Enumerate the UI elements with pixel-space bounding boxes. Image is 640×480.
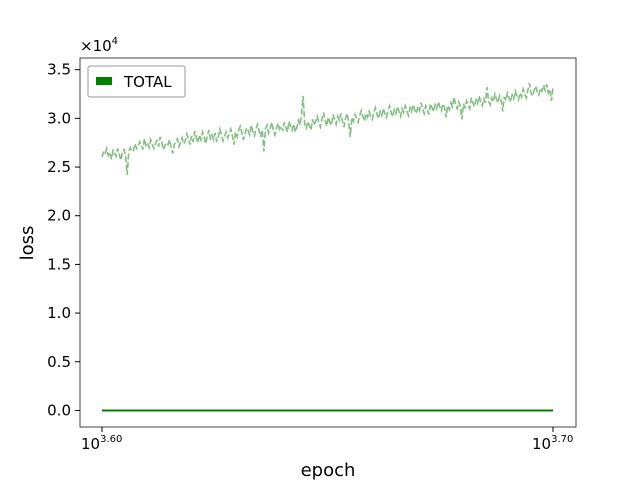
x-tick-base: 10 <box>532 435 551 453</box>
x-tick-label: 103.60 <box>81 434 122 453</box>
x-tick-exponent: 3.70 <box>551 434 573 445</box>
plot-frame <box>79 57 577 428</box>
x-tick-base: 10 <box>81 435 100 453</box>
y-tick-label: 3.5 <box>47 61 71 79</box>
y-multiplier-exponent: 4 <box>112 36 118 47</box>
y-tick-label: 2.5 <box>47 158 71 176</box>
legend-swatch-total <box>96 77 112 85</box>
y-tick-label: 1.5 <box>47 255 71 273</box>
series-line-dashed <box>101 82 554 175</box>
y-tick-label: 0.0 <box>47 401 71 419</box>
legend: TOTAL <box>87 65 186 98</box>
y-axis-title: loss <box>17 226 38 261</box>
x-tick-exponent: 3.60 <box>100 434 122 445</box>
series-layer <box>101 82 554 412</box>
x-axis-title: epoch <box>301 460 356 480</box>
y-axis: 0.0 0.5 1.0 1.5 2.0 2.5 3.0 3.5 <box>47 61 80 419</box>
legend-label-total: TOTAL <box>123 73 172 91</box>
y-tick-label: 3.0 <box>47 109 71 127</box>
legend-box <box>87 65 186 98</box>
x-tick-label: 103.70 <box>532 434 573 453</box>
y-tick-label: 0.5 <box>47 353 71 371</box>
y-tick-label: 2.0 <box>47 207 71 225</box>
y-tick-label: 1.0 <box>47 304 71 322</box>
x-axis: 103.60 103.70 <box>81 427 573 453</box>
y-multiplier-label: ×104 <box>80 36 118 55</box>
